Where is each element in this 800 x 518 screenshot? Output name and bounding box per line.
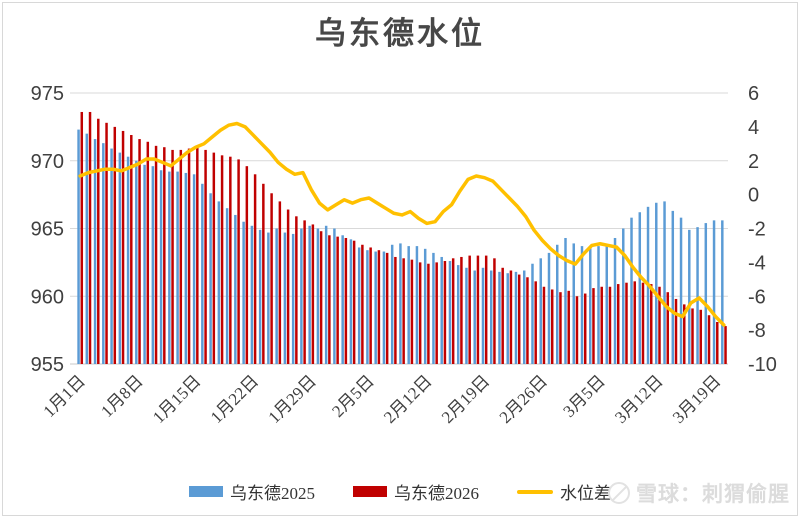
svg-text:2月19日: 2月19日	[438, 371, 494, 427]
svg-text:3月19日: 3月19日	[669, 371, 725, 427]
legend-swatch-2025-icon	[189, 486, 223, 497]
svg-text:3月5日: 3月5日	[559, 371, 608, 420]
svg-text:1月29日: 1月29日	[265, 371, 321, 427]
legend-line-diff-icon	[517, 489, 553, 494]
legend-item-2026: 乌东德2026	[353, 479, 479, 504]
svg-text:2月26日: 2月26日	[496, 371, 552, 427]
left-axis-labels: 975 970 965 960 955	[31, 83, 64, 376]
svg-text:-6: -6	[748, 286, 766, 308]
svg-text:1月15日: 1月15日	[149, 371, 205, 427]
svg-text:-10: -10	[748, 354, 777, 376]
svg-text:2月5日: 2月5日	[328, 371, 377, 420]
svg-text:4: 4	[748, 117, 759, 139]
svg-text:1月1日: 1月1日	[39, 371, 88, 420]
svg-text:2月12日: 2月12日	[380, 371, 436, 427]
legend-swatch-2026-icon	[353, 486, 387, 497]
svg-text:975: 975	[31, 83, 64, 105]
svg-text:-4: -4	[748, 252, 766, 274]
svg-text:955: 955	[31, 354, 64, 376]
legend-label-diff: 水位差	[560, 484, 611, 503]
svg-text:2: 2	[748, 151, 759, 173]
svg-text:-8: -8	[748, 320, 766, 342]
legend-item-2025: 乌东德2025	[189, 479, 315, 504]
legend-label-2025: 乌东德2025	[230, 484, 315, 503]
svg-text:960: 960	[31, 286, 64, 308]
bars-乌东德2026	[80, 111, 727, 365]
bars-乌东德2025	[77, 129, 724, 364]
diff-line	[78, 121, 726, 327]
svg-text:0: 0	[748, 185, 759, 207]
svg-text:6: 6	[748, 83, 759, 105]
svg-text:3月12日: 3月12日	[611, 371, 667, 427]
x-axis-labels: 1月1日 1月8日 1月15日 1月22日 1月29日 2月5日 2月12日 2月19日 2月2…	[39, 371, 724, 427]
svg-text:970: 970	[31, 151, 64, 173]
svg-text:965: 965	[31, 219, 64, 241]
chart-legend: 乌东德2025 乌东德2026 水位差	[0, 479, 800, 504]
svg-text:-2: -2	[748, 219, 766, 241]
right-axis-labels: 6 4 2 0 -2 -4 -6 -8 -10	[748, 83, 777, 376]
svg-text:1月22日: 1月22日	[207, 371, 263, 427]
legend-item-diff: 水位差	[517, 479, 611, 504]
legend-label-2026: 乌东德2026	[394, 484, 479, 503]
chart-title: 乌东德水位	[315, 16, 485, 51]
svg-text:1月8日: 1月8日	[97, 371, 146, 420]
